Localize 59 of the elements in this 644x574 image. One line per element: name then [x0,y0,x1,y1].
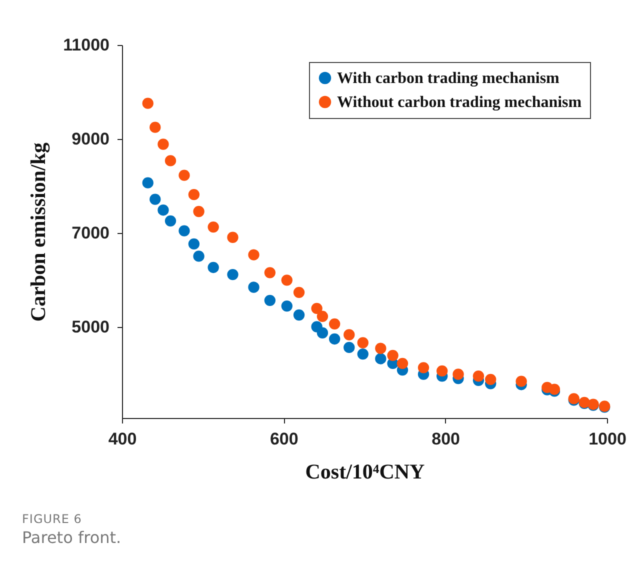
point [264,294,276,306]
point [293,309,305,321]
text: Pareto front. [22,528,122,547]
point [485,374,496,386]
legend-label: Without carbon trading mechanism [337,94,582,111]
point [316,327,328,338]
point [344,329,355,340]
point [357,337,368,348]
caption: FIGURE 6 [22,512,83,526]
point [227,268,238,280]
point [227,232,238,243]
point [208,221,219,233]
point [436,365,448,377]
x-axis-title: Cost/10⁴CNY [305,460,425,484]
point [150,194,161,205]
point [142,177,154,188]
point [387,350,398,362]
point [316,310,328,322]
point [178,225,190,236]
point [208,262,219,274]
point [375,353,386,364]
x-tick-label: 1000 [588,430,626,448]
point [329,318,340,330]
y-tick-label: 5000 [72,318,110,337]
x-tick-label: 400 [108,430,137,448]
point [193,206,204,218]
point [158,204,169,216]
point [418,362,430,374]
point [293,286,305,298]
point [472,370,484,382]
point [188,238,200,250]
point [329,333,340,345]
x-tick-label: 800 [432,430,460,448]
point [344,342,355,354]
point [357,348,368,360]
legend-label: With carbon trading mechanism [337,70,560,87]
point [375,342,386,354]
point [248,249,260,260]
point [142,98,154,109]
x-tick-label: 600 [270,430,298,448]
point [193,250,204,262]
y-tick-label: 11000 [63,36,110,54]
point [164,155,176,166]
point [516,376,527,387]
point [311,302,322,314]
point [281,274,292,286]
point [452,368,464,380]
point [264,267,276,278]
point [396,358,408,370]
point [188,188,200,200]
point [150,122,161,133]
y-axis-title: Carbon emission/kg [26,142,50,322]
point [158,138,169,150]
y-tick-label: 7000 [72,224,110,243]
y-tick-label: 9000 [72,130,110,149]
point [248,282,260,293]
point [281,300,292,312]
point [178,170,190,181]
point [164,215,176,226]
